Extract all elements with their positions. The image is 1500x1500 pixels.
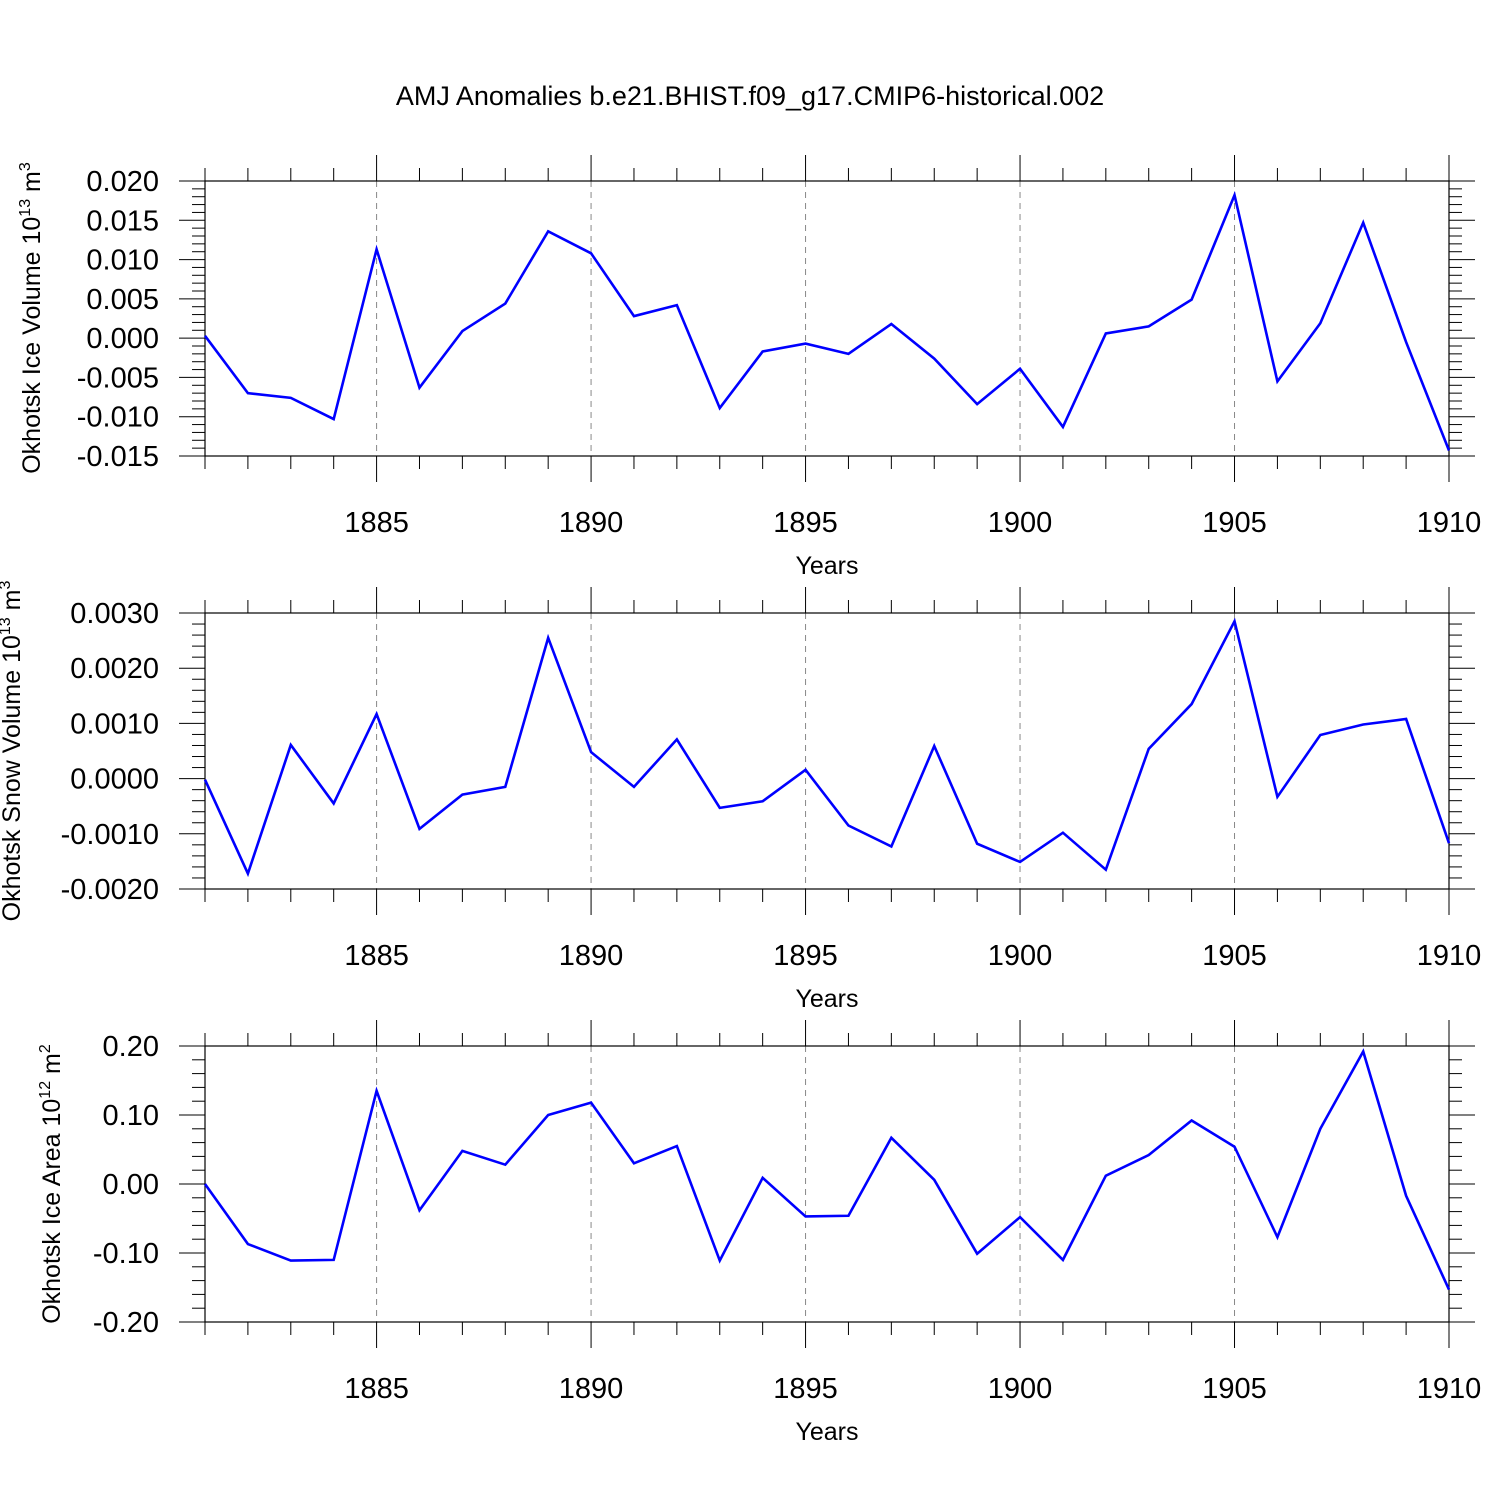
y-tick-label: 0.0000 (70, 764, 159, 796)
y-tick-label: 0.015 (86, 205, 159, 237)
x-tick-label: 1890 (559, 940, 624, 972)
plot-frame (204, 180, 1450, 457)
y-tick-label: 0.0020 (70, 653, 159, 685)
chart-panels: -0.015 -0.010 -0.005 0.000 0.005 0.010 0.015 0.… (0, 155, 1481, 1446)
y-tick-label: -0.005 (77, 362, 159, 394)
y-axis-label: Okhotsk Snow Volume 1013 m3 (0, 581, 26, 922)
x-tick-label: 1905 (1202, 940, 1267, 972)
x-axis-label: Years (795, 552, 858, 580)
chart-panel-2: -0.0020 -0.0010 0.0000 0.0010 0.0020 0.0030 18… (0, 581, 1481, 1013)
series-line (203, 190, 1451, 451)
chart-panel-1: -0.015 -0.010 -0.005 0.000 0.005 0.010 0.015 0.… (17, 155, 1481, 580)
x-tick-label: 1885 (344, 940, 409, 972)
y-tick-label: -0.0010 (61, 819, 159, 851)
x-tick-label: 1885 (344, 507, 409, 539)
x-axis-label: Years (795, 985, 858, 1013)
y-tick-label: 0.0030 (70, 598, 159, 630)
x-tick-label: 1900 (988, 507, 1053, 539)
y-tick-label: 0.010 (86, 245, 159, 277)
x-tick-label: 1885 (344, 1373, 409, 1405)
y-tick-label: -0.010 (77, 402, 159, 434)
y-tick-label: 0.20 (103, 1031, 159, 1063)
figure-title: AMJ Anomalies b.e21.BHIST.f09_g17.CMIP6-… (396, 81, 1104, 111)
y-tick-label: 0.10 (103, 1100, 159, 1132)
y-tick-label: 0.020 (86, 166, 159, 198)
series-line (203, 617, 1451, 878)
x-tick-label: 1890 (559, 1373, 624, 1405)
x-tick-label: 1900 (988, 940, 1053, 972)
y-tick-label: 0.0010 (70, 708, 159, 740)
y-tick-label: -0.0020 (61, 874, 159, 906)
x-tick-label: 1895 (773, 1373, 838, 1405)
x-axis-label: Years (795, 1418, 858, 1446)
x-tick-label: 1900 (988, 1373, 1053, 1405)
x-tick-label: 1890 (559, 507, 624, 539)
y-tick-label: 0.005 (86, 284, 159, 316)
y-tick-label: -0.015 (77, 441, 159, 473)
y-tick-label: 0.000 (86, 323, 159, 355)
plot-frame (204, 1045, 1450, 1323)
plot-frame (204, 612, 1450, 890)
y-tick-label: -0.10 (93, 1238, 159, 1270)
x-tick-label: 1910 (1417, 507, 1482, 539)
series-line (203, 1048, 1451, 1291)
x-tick-label: 1905 (1202, 1373, 1267, 1405)
y-tick-label: -0.20 (93, 1307, 159, 1339)
x-tick-label: 1905 (1202, 507, 1267, 539)
x-tick-label: 1910 (1417, 1373, 1482, 1405)
x-tick-label: 1895 (773, 940, 838, 972)
chart-panel-3: -0.20 -0.10 0.00 0.10 0.20 1885 1890 1895 1900 19… (37, 1020, 1481, 1446)
y-axis-label: Okhotsk Ice Area 1012 m2 (37, 1044, 66, 1324)
x-tick-label: 1895 (773, 507, 838, 539)
x-tick-label: 1910 (1417, 940, 1482, 972)
y-tick-label: 0.00 (103, 1169, 159, 1201)
y-axis-label: Okhotsk Ice Volume 1013 m3 (17, 162, 46, 474)
